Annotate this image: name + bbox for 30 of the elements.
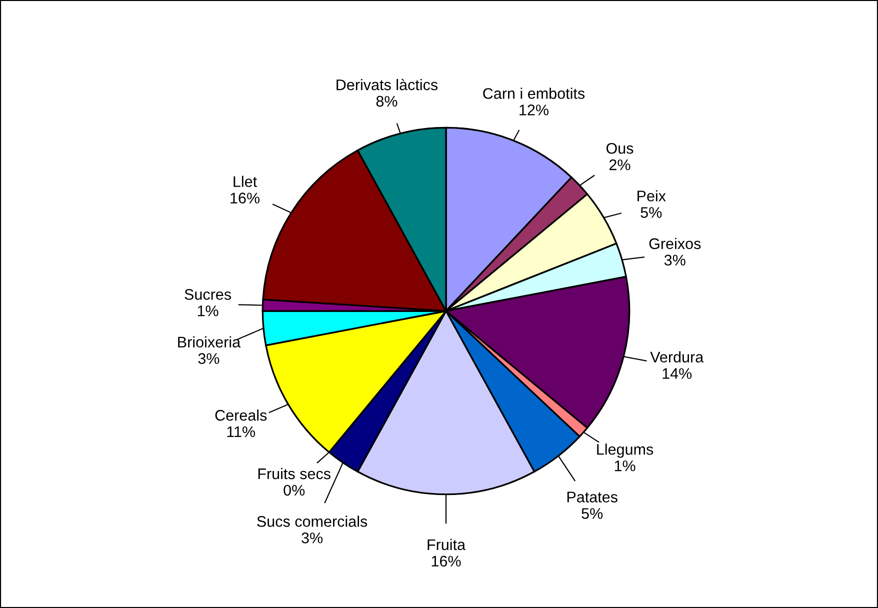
data-label: 1% [614, 460, 636, 472]
slice-label: Ous [606, 142, 634, 154]
data-label: 16% [432, 556, 461, 567]
data-label: 1% [198, 306, 218, 316]
data-label: 5% [640, 207, 662, 218]
data-label: 3% [664, 254, 686, 266]
slice-label: Sucres [184, 289, 232, 300]
data-label: 5% [582, 508, 603, 519]
slice-label: Sucs comercials [257, 516, 368, 527]
data-label: 11% [227, 426, 256, 438]
data-label: 3% [198, 353, 220, 364]
data-label: 14% [662, 368, 692, 379]
slice-label: Carn i embotits [483, 88, 585, 99]
slice-label: Derivats làctics [336, 78, 438, 90]
slice-label: Llegums [597, 444, 654, 458]
slice-label: Peix [638, 190, 666, 202]
slice-label: Greixos [649, 238, 701, 250]
text: 0% [284, 484, 305, 496]
data-label: 2% [609, 159, 630, 170]
legend-label: Fruits secs [258, 468, 330, 480]
slice-label: Verdura [650, 351, 704, 362]
data-label: 3% [302, 532, 323, 544]
slice-label: Cereals [215, 410, 267, 421]
data-label: 12% [520, 104, 548, 116]
data-label: 8% [376, 96, 398, 107]
slice-label: Brioixeria [178, 336, 241, 348]
data-label: 16% [230, 192, 260, 204]
slice-label: Llet [234, 176, 257, 188]
slice-label: Patates [567, 492, 618, 502]
slice-label: Fruita [428, 538, 466, 550]
